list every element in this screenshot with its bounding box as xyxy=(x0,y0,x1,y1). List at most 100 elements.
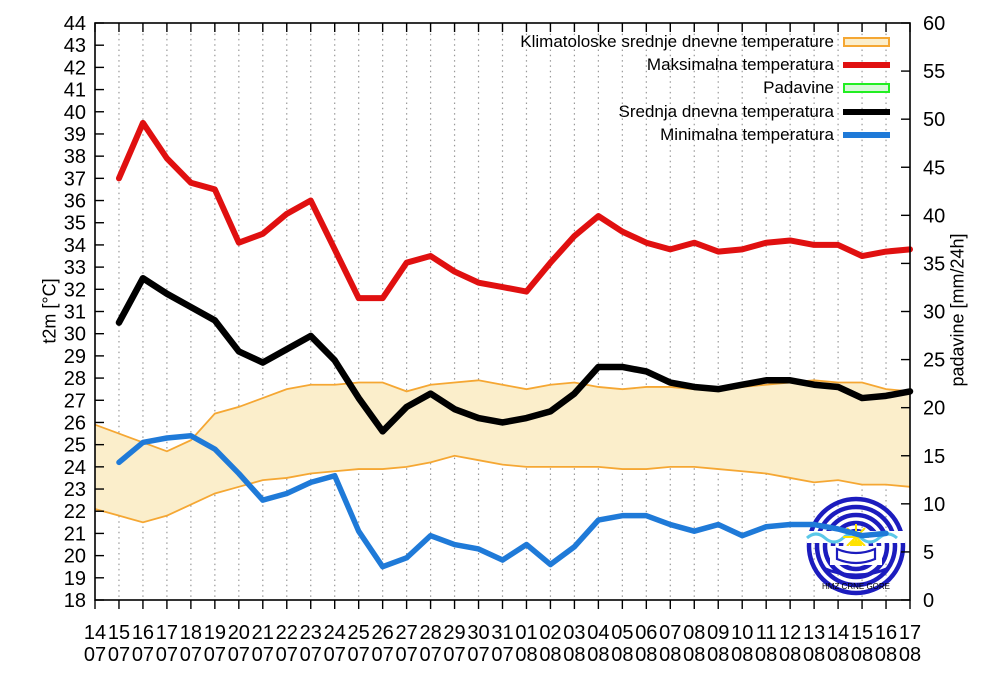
x-tick-month-label: 08 xyxy=(563,644,585,666)
data-lines xyxy=(115,119,914,570)
y-left-tick-label: 22 xyxy=(64,501,86,523)
x-tick-day-label: 15 xyxy=(851,622,873,644)
x-tick-day-label: 16 xyxy=(875,622,897,644)
x-tick-month-label: 07 xyxy=(300,644,322,666)
x-tick-day-label: 14 xyxy=(84,622,106,644)
y-left-tick-label: 35 xyxy=(64,213,86,235)
y-left-tick-label: 18 xyxy=(64,590,86,612)
x-tick-day-label: 05 xyxy=(611,622,633,644)
x-tick-day-label: 21 xyxy=(252,622,274,644)
logo-ring xyxy=(814,504,898,588)
x-tick-day-label: 26 xyxy=(372,622,394,644)
x-tick-day-label: 12 xyxy=(779,622,801,644)
axes-frame xyxy=(94,22,911,609)
y-left-tick-label: 36 xyxy=(64,191,86,213)
legend-label-precipitation: Padavine xyxy=(763,78,834,98)
x-tick-month-label: 08 xyxy=(827,644,849,666)
y-right-tick-label: 25 xyxy=(923,350,945,372)
legend-item-min-temp: Minimalna temperatura xyxy=(520,124,890,147)
legend: Klimatoloske srednje dnevne temperature … xyxy=(520,30,890,147)
x-tick-month-label: 07 xyxy=(180,644,202,666)
logo-ring xyxy=(806,496,906,596)
x-tick-day-label: 01 xyxy=(515,622,537,644)
y-left-axis-title: t2m [°C] xyxy=(39,278,60,344)
x-tick-month-label: 07 xyxy=(84,644,106,666)
climatology-band-swatch xyxy=(843,36,890,47)
y-right-tick-label: 10 xyxy=(923,494,945,516)
climatology-band-fill xyxy=(95,380,910,523)
y-left-tick-label: 30 xyxy=(64,324,86,346)
precipitation-swatch xyxy=(843,83,890,94)
x-tick-month-label: 07 xyxy=(228,644,250,666)
y-right-tick-label: 30 xyxy=(923,302,945,324)
x-tick-month-label: 07 xyxy=(156,644,178,666)
x-tick-month-label: 08 xyxy=(803,644,825,666)
min-temp-swatch xyxy=(843,132,890,139)
x-tick-day-label: 13 xyxy=(803,622,825,644)
y-left-tick-label: 25 xyxy=(64,435,86,457)
x-tick-day-label: 07 xyxy=(659,622,681,644)
x-tick-day-label: 17 xyxy=(156,622,178,644)
x-tick-month-label: 07 xyxy=(443,644,465,666)
x-tick-month-label: 08 xyxy=(611,644,633,666)
y-right-tick-label: 45 xyxy=(923,157,945,179)
y-right-tick-label: 60 xyxy=(923,13,945,35)
y-right-tick-label: 15 xyxy=(923,446,945,468)
x-tick-day-label: 14 xyxy=(827,622,849,644)
logo-book-icon xyxy=(835,547,877,565)
y-left-tick-label: 32 xyxy=(64,279,86,301)
x-tick-month-label: 08 xyxy=(779,644,801,666)
x-tick-day-label: 23 xyxy=(300,622,322,644)
x-tick-day-label: 15 xyxy=(108,622,130,644)
y-right-axis-title: padavine [mm/24h] xyxy=(947,233,968,387)
x-tick-month-label: 08 xyxy=(755,644,777,666)
x-tick-day-label: 20 xyxy=(228,622,250,644)
y-left-tick-label: 39 xyxy=(64,124,86,146)
y-left-tick-label: 27 xyxy=(64,390,86,412)
y-left-tick-label: 24 xyxy=(64,457,86,479)
x-tick-month-label: 08 xyxy=(707,644,729,666)
y-left-tick-label: 40 xyxy=(64,102,86,124)
y-right-tick-label: 50 xyxy=(923,109,945,131)
legend-label-climatology: Klimatoloske srednje dnevne temperature xyxy=(520,31,834,51)
y-left-tick-label: 33 xyxy=(64,257,86,279)
x-tick-month-label: 07 xyxy=(204,644,226,666)
y-left-tick-label: 21 xyxy=(64,523,86,545)
axis-tick-labels: 1819202122232425262728293031323334353637… xyxy=(64,13,946,666)
x-tick-month-label: 08 xyxy=(659,644,681,666)
x-tick-month-label: 08 xyxy=(731,644,753,666)
y-left-tick-label: 19 xyxy=(64,568,86,590)
x-tick-day-label: 17 xyxy=(899,622,921,644)
y-left-tick-label: 20 xyxy=(64,546,86,568)
legend-item-precipitation: Padavine xyxy=(520,77,890,100)
y-left-tick-label: 29 xyxy=(64,346,86,368)
y-left-tick-label: 23 xyxy=(64,479,86,501)
x-tick-day-label: 06 xyxy=(635,622,657,644)
x-tick-month-label: 07 xyxy=(132,644,154,666)
legend-item-max-temp: Maksimalna temperatura xyxy=(520,53,890,76)
x-tick-day-label: 30 xyxy=(467,622,489,644)
x-tick-month-label: 08 xyxy=(587,644,609,666)
x-tick-day-label: 04 xyxy=(587,622,609,644)
x-tick-day-label: 09 xyxy=(707,622,729,644)
x-tick-day-label: 11 xyxy=(756,622,777,644)
x-tick-month-label: 07 xyxy=(324,644,346,666)
x-tick-month-label: 08 xyxy=(899,644,921,666)
y-left-tick-label: 31 xyxy=(64,302,86,324)
x-tick-month-label: 08 xyxy=(539,644,561,666)
x-tick-month-label: 08 xyxy=(635,644,657,666)
x-tick-month-label: 07 xyxy=(252,644,274,666)
x-tick-day-label: 18 xyxy=(180,622,202,644)
y-left-tick-label: 44 xyxy=(64,13,86,35)
min-temp-line xyxy=(116,433,889,570)
x-tick-day-label: 22 xyxy=(276,622,298,644)
x-tick-day-label: 16 xyxy=(132,622,154,644)
y-right-tick-label: 35 xyxy=(923,253,945,275)
logo-text: HMZ CRNE GORE xyxy=(822,582,890,591)
mean-temp-line xyxy=(115,274,914,435)
y-right-tick-label: 5 xyxy=(923,542,934,564)
legend-item-climatology: Klimatoloske srednje dnevne temperature xyxy=(520,30,890,53)
x-tick-day-label: 29 xyxy=(443,622,465,644)
